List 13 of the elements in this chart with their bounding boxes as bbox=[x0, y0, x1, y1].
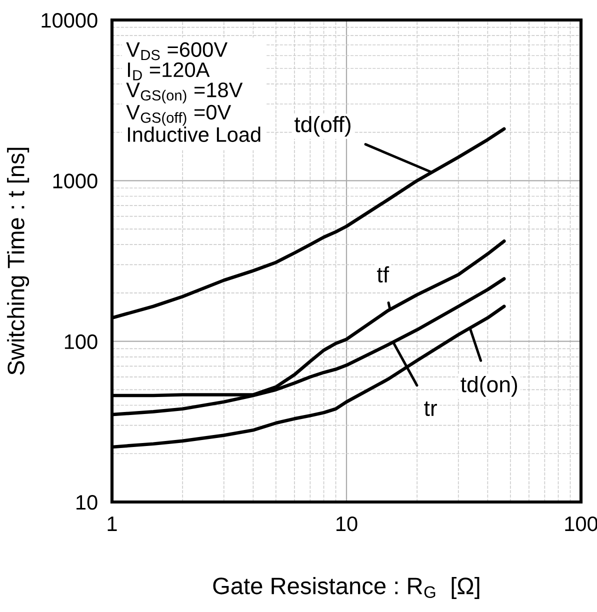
annotation: td(off) bbox=[294, 116, 350, 137]
x-axis-title: Gate Resistance : R$_{G}$ [Ω] bbox=[213, 576, 480, 599]
x-tick-label: 10 bbox=[336, 516, 358, 532]
annotation: tf bbox=[377, 266, 390, 283]
y-tick-label: 10000 bbox=[42, 13, 98, 28]
annotation: tr bbox=[424, 401, 438, 416]
y-tick-label: 1000 bbox=[53, 174, 98, 188]
text: V$_{DS}$ =600V I$_{D}$ =120A V$_{GS(on)}$ =18V V$_{GS(off)}$ =0V Inductive Load bbox=[126, 42, 260, 142]
y-axis-title: Switching Time : t [ns] bbox=[7, 148, 30, 375]
x-tick-label: 1 bbox=[108, 516, 117, 531]
annotation: td(on) bbox=[460, 376, 518, 397]
y-tick-label: 100 bbox=[64, 334, 98, 350]
y-tick-label: 10 bbox=[76, 495, 98, 510]
